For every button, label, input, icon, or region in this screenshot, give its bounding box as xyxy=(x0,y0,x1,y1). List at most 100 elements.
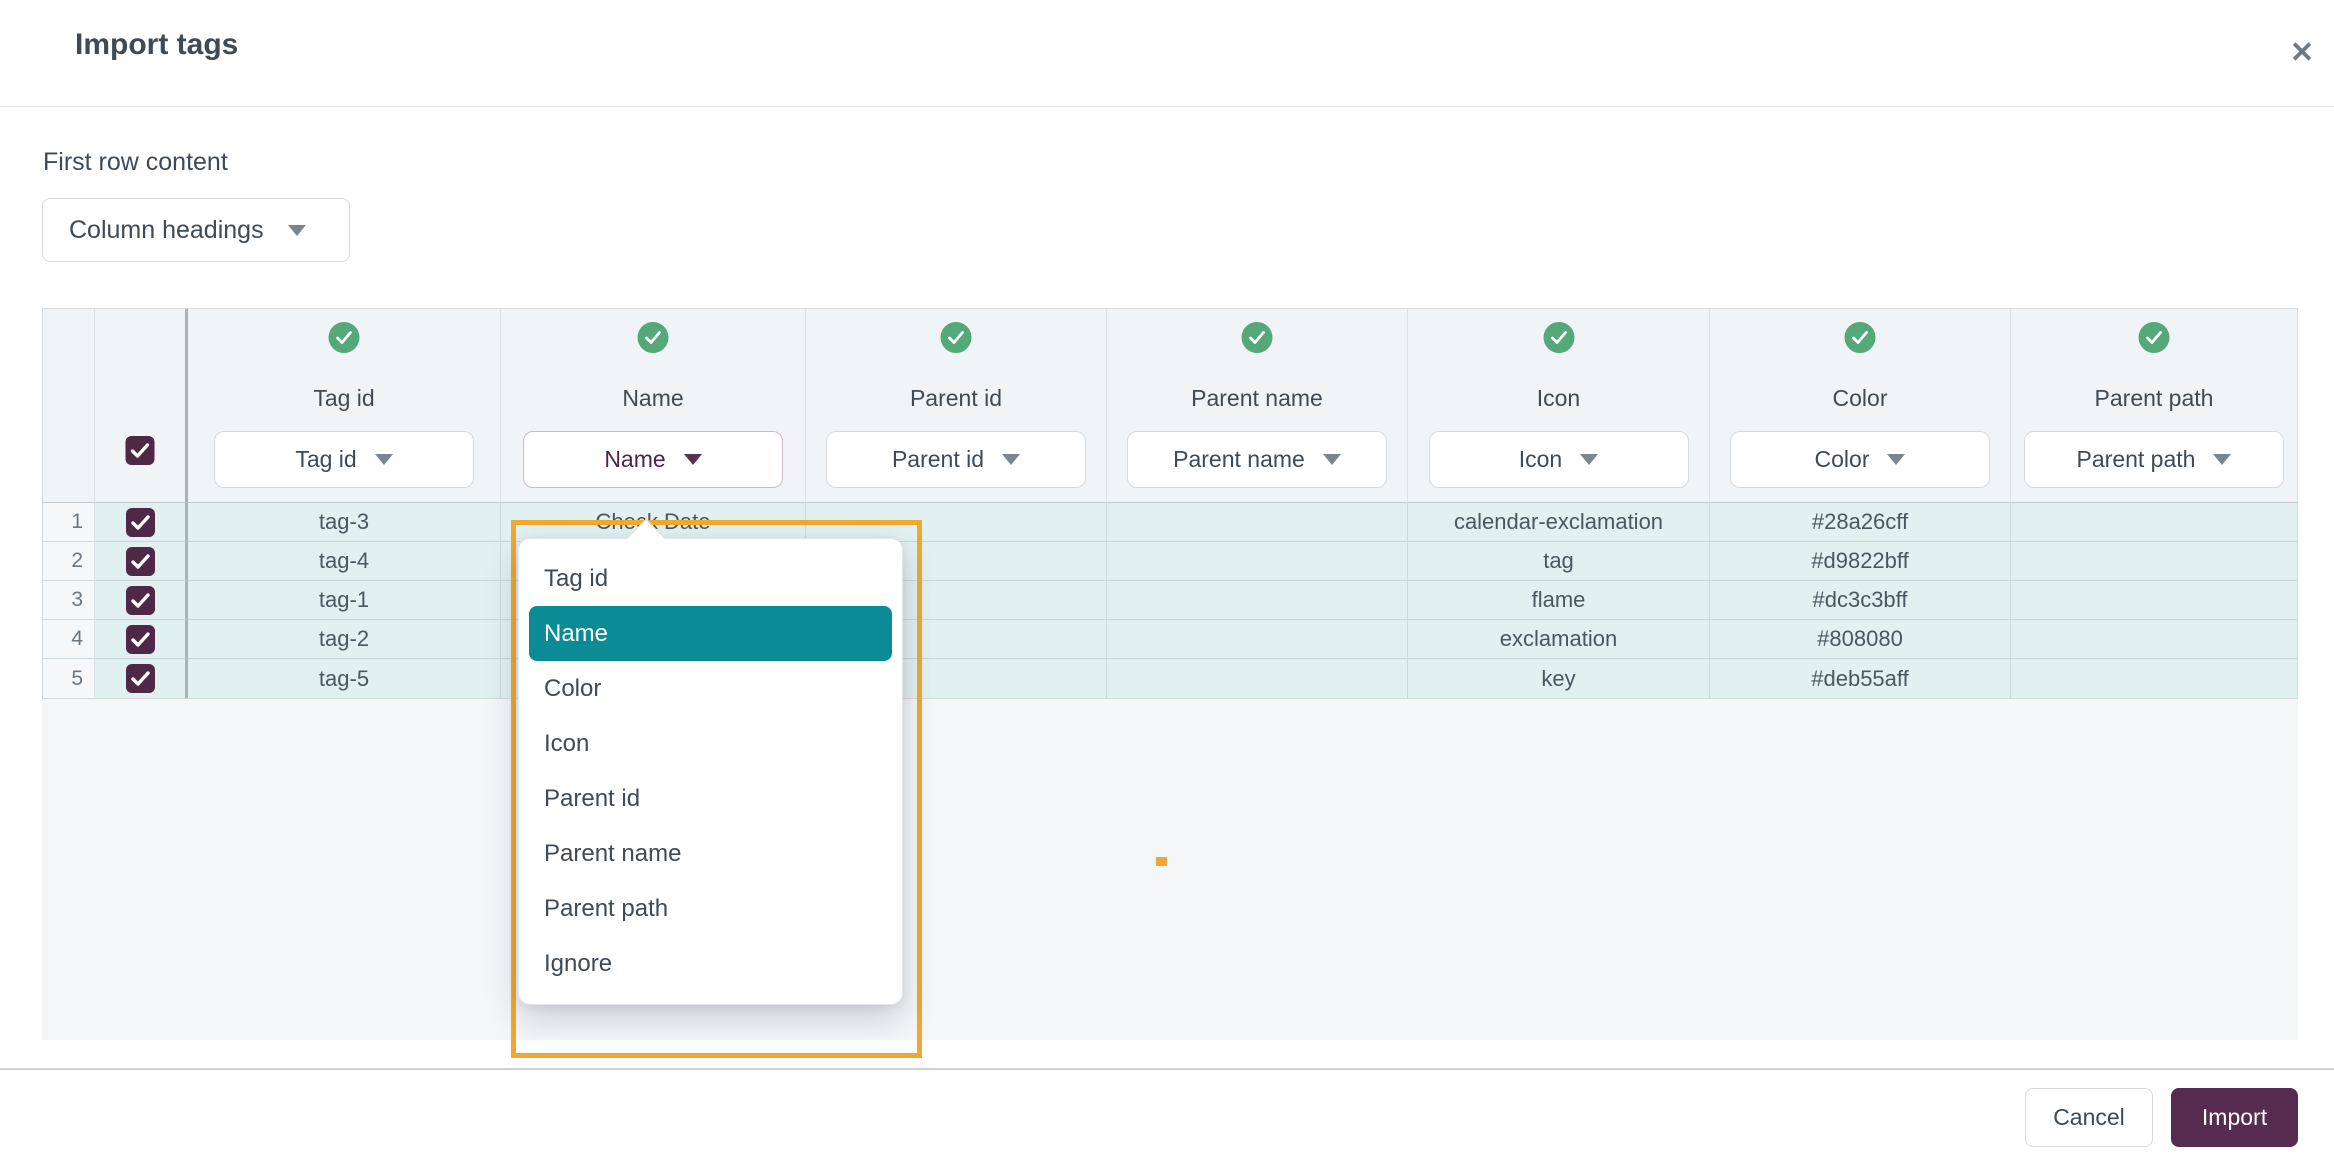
column-title: Parent path xyxy=(2094,385,2214,411)
first-row-content-value: Column headings xyxy=(69,215,264,244)
row-checkbox-cell xyxy=(95,659,188,698)
grid-cell-parent-path xyxy=(2011,503,2297,542)
column-focus-ring xyxy=(511,520,922,1058)
mapped-check-icon xyxy=(1844,322,1876,353)
column-mapping-select-icon[interactable]: Icon xyxy=(1428,431,1689,488)
check-icon xyxy=(130,514,150,530)
column-header-color: Color Color xyxy=(1710,309,2011,503)
grid-cell-parent-name xyxy=(1107,581,1408,620)
popover-caret-shape xyxy=(624,518,668,539)
row-checkbox-cell xyxy=(95,620,188,659)
cancel-button[interactable]: Cancel xyxy=(2025,1088,2153,1147)
grid-cell-icon: key xyxy=(1408,659,1710,698)
grid-cell-parent-path xyxy=(2011,659,2297,698)
menu-item-parent-name[interactable]: Parent name xyxy=(544,839,682,867)
grid-cell-color: #808080 xyxy=(1710,620,2011,659)
grid-cell-color: #28a26cff xyxy=(1710,503,2011,542)
chevron-down-icon xyxy=(1580,454,1599,465)
check-icon xyxy=(1249,331,1265,344)
check-icon xyxy=(130,553,150,569)
import-preview-panel: Tag id Tag id Name Name Parent id Parent id Pa… xyxy=(42,308,2298,1040)
row-number: 3 xyxy=(43,581,95,620)
check-icon xyxy=(130,592,150,608)
column-header-name: Name Name xyxy=(501,309,806,503)
grid-cell-parent-path xyxy=(2011,581,2297,620)
grid-cell-icon: flame xyxy=(1408,581,1710,620)
column-title: Name xyxy=(622,385,684,411)
column-mapping-select-color[interactable]: Color xyxy=(1730,431,1990,488)
menu-item-color[interactable]: Color xyxy=(544,674,602,702)
row-checkbox[interactable] xyxy=(125,585,155,615)
chevron-down-icon xyxy=(1887,454,1906,465)
grid-cell-icon: calendar-exclamation xyxy=(1408,503,1710,542)
grid-cell-tag-id: tag-5 xyxy=(188,659,501,698)
column-title: Icon xyxy=(1536,385,1581,411)
row-number: 1 xyxy=(43,503,95,542)
header-divider xyxy=(0,106,2334,107)
row-checkbox[interactable] xyxy=(125,546,155,576)
menu-item-icon[interactable]: Icon xyxy=(544,729,590,757)
mapped-check-icon xyxy=(328,322,360,353)
column-mapping-value: Tag id xyxy=(295,446,357,472)
row-checkbox[interactable] xyxy=(125,624,155,654)
column-mapping-value: Parent id xyxy=(891,446,985,472)
import-preview-table: Tag id Tag id Name Name Parent id Parent id Pa… xyxy=(42,308,2298,699)
grid-cell-parent-path xyxy=(2011,620,2297,659)
column-title: Parent id xyxy=(909,385,1003,411)
row-checkbox[interactable] xyxy=(125,507,155,537)
footer-divider xyxy=(0,1068,2334,1070)
column-title: Tag id xyxy=(313,385,375,411)
menu-item-tag-id[interactable]: Tag id xyxy=(544,564,609,592)
menu-item-parent-path[interactable]: Parent path xyxy=(544,894,669,922)
mapped-check-icon xyxy=(940,322,972,353)
grid-cell-color: #dc3c3bff xyxy=(1710,581,2011,620)
row-checkbox-cell xyxy=(95,503,188,542)
row-checkbox[interactable] xyxy=(125,664,155,693)
grid-cell-tag-id: tag-3 xyxy=(188,503,501,542)
column-header-parent-id: Parent id Parent id xyxy=(806,309,1107,503)
row-number: 2 xyxy=(43,542,95,581)
grid-cell-tag-id: tag-1 xyxy=(188,581,501,620)
column-title: Color xyxy=(1832,385,1888,411)
row-number: 5 xyxy=(43,659,95,698)
import-button[interactable]: Import xyxy=(2171,1088,2298,1147)
close-icon[interactable]: ✕ xyxy=(2289,36,2315,69)
mapped-check-icon xyxy=(2138,322,2170,353)
column-mapping-select-tag-id[interactable]: Tag id xyxy=(214,431,474,488)
page-title: Import tags xyxy=(75,28,239,61)
check-icon xyxy=(336,331,352,344)
column-mapping-select-name[interactable]: Name xyxy=(523,431,783,488)
column-header-parent-path: Parent path Parent path xyxy=(2011,309,2297,503)
check-icon xyxy=(1852,331,1868,344)
chevron-down-icon xyxy=(287,224,306,236)
chevron-down-icon xyxy=(2213,454,2232,465)
column-mapping-select-parent-path[interactable]: Parent path xyxy=(2024,431,2284,488)
first-row-content-select[interactable]: Column headings xyxy=(42,198,350,262)
mapped-check-icon xyxy=(637,322,669,353)
column-mapping-value: Color xyxy=(1814,446,1870,472)
column-mapping-value: Name xyxy=(604,446,666,472)
column-mapping-value: Parent name xyxy=(1173,446,1305,472)
menu-item-parent-id[interactable]: Parent id xyxy=(544,784,641,812)
column-header-tag-id: Tag id Tag id xyxy=(188,309,501,503)
grid-cell-tag-id: tag-2 xyxy=(188,620,501,659)
chevron-down-icon xyxy=(374,454,393,465)
select-all-checkbox[interactable] xyxy=(125,436,155,465)
grid-cell-parent-name xyxy=(1107,542,1408,581)
row-number: 4 xyxy=(43,620,95,659)
grid-cell-parent-path xyxy=(2011,542,2297,581)
grid-cell-color: #d9822bff xyxy=(1710,542,2011,581)
mapped-check-icon xyxy=(1543,322,1574,353)
menu-item-name[interactable]: Name xyxy=(529,606,892,661)
check-icon xyxy=(1550,331,1567,344)
check-icon xyxy=(645,331,661,344)
column-header-parent-name: Parent name Parent name xyxy=(1107,309,1408,503)
column-mapping-select-parent-name[interactable]: Parent name xyxy=(1127,431,1387,488)
chevron-down-icon xyxy=(683,454,702,465)
grid-cell-icon: exclamation xyxy=(1408,620,1710,659)
column-mapping-value: Icon xyxy=(1518,446,1563,472)
chevron-down-icon xyxy=(1322,454,1341,465)
grid-cell-icon: tag xyxy=(1408,542,1710,581)
menu-item-ignore[interactable]: Ignore xyxy=(544,949,613,977)
column-mapping-select-parent-id[interactable]: Parent id xyxy=(826,431,1086,488)
